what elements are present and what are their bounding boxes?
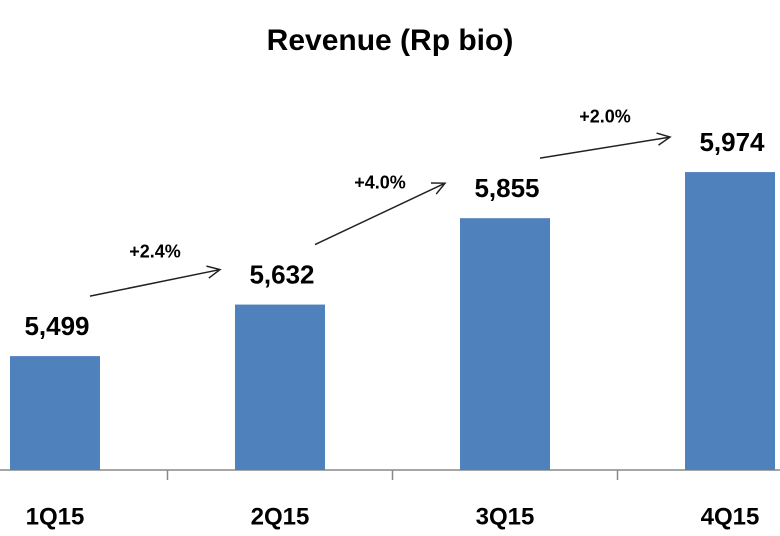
arrow	[539, 136, 671, 159]
annotation: +2.0%	[579, 106, 631, 126]
bar	[685, 172, 775, 471]
x-tick-label: 1Q15	[26, 503, 85, 530]
annotation: +4.0%	[354, 173, 406, 193]
chart-title: Revenue (Rp bio)	[267, 24, 514, 57]
arrow-head	[656, 132, 672, 146]
annotation: +2.4%	[129, 242, 181, 262]
arrow	[89, 268, 221, 297]
arrow-head	[206, 265, 222, 279]
value-label: 5,632	[249, 259, 314, 289]
bar	[460, 218, 550, 470]
bar	[235, 304, 325, 470]
x-tick-label: 4Q15	[701, 503, 760, 530]
value-label: 5,499	[24, 311, 89, 341]
value-label: 5,855	[474, 173, 539, 203]
bar	[10, 356, 100, 470]
arrow-head	[430, 182, 447, 195]
value-label: 5,974	[699, 127, 765, 157]
arrow	[314, 182, 446, 246]
x-tick-label: 3Q15	[476, 503, 535, 530]
x-tick-label: 2Q15	[251, 503, 310, 530]
